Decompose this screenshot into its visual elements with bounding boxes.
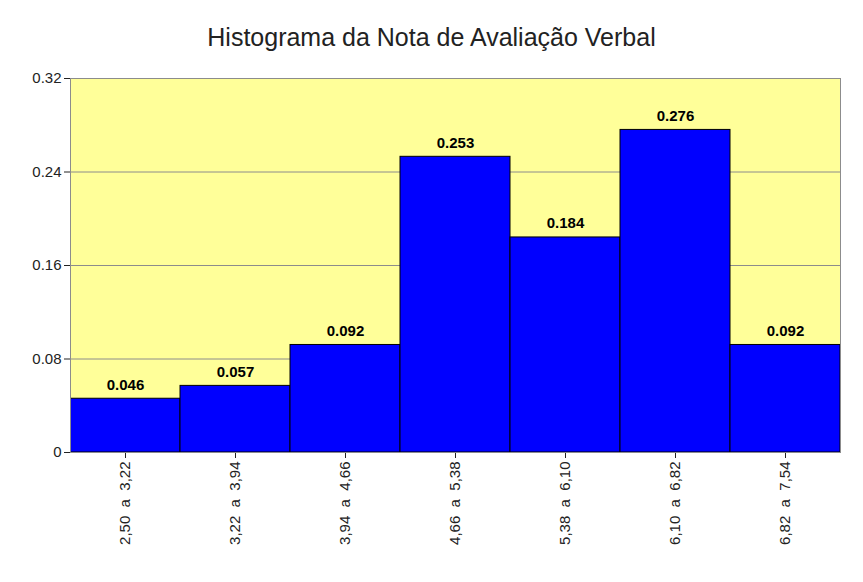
svg-text:0.253: 0.253 [437,134,475,151]
svg-text:4,66 a 5,38: 4,66 a 5,38 [446,462,463,545]
svg-text:0.092: 0.092 [327,322,365,339]
html-text:Histograma da Nota de Avaliaçã: Histograma da Nota de Avaliação Verbal [207,23,656,51]
svg-text:0.092: 0.092 [767,322,805,339]
svg-text:2,50 a 3,22: 2,50 a 3,22 [116,462,133,545]
svg-text:0.16: 0.16 [32,256,61,273]
svg-text:0.276: 0.276 [657,107,695,124]
svg-text:0.057: 0.057 [217,363,255,380]
svg-text:5,38 a 6,10: 5,38 a 6,10 [556,462,573,545]
svg-text:0.046: 0.046 [107,376,145,393]
svg-text:3,94 a 4,66: 3,94 a 4,66 [336,462,353,545]
svg-text:0.24: 0.24 [32,163,61,180]
svg-text:0: 0 [53,443,61,460]
svg-text:6,10 a 6,82: 6,10 a 6,82 [666,462,683,545]
svg-text:0.32: 0.32 [32,69,61,86]
svg-text:0.08: 0.08 [32,350,61,367]
svg-text:0.184: 0.184 [547,214,585,231]
svg-text:3,22 a 3,94: 3,22 a 3,94 [226,462,243,545]
svg-text:6,82 a 7,54: 6,82 a 7,54 [776,462,793,545]
